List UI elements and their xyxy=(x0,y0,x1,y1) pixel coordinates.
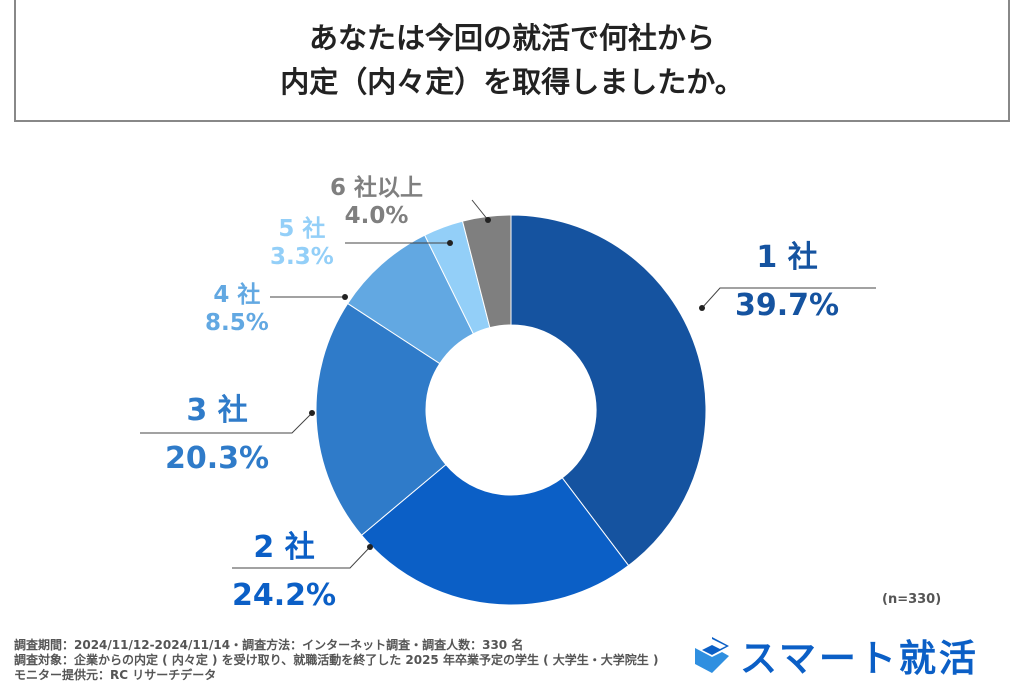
slice-1 xyxy=(360,463,630,606)
leader-dot-3 xyxy=(342,294,348,300)
title-line-1: あなたは今回の就活で何社から xyxy=(308,21,715,55)
slice-5 xyxy=(461,214,512,329)
sample-size: (n=330) xyxy=(882,592,942,607)
leader-dot-0 xyxy=(699,305,705,311)
label-2sha: 2 社 24.2% xyxy=(232,530,337,613)
label-3sha: 3 社 20.3% xyxy=(165,393,270,476)
leader-line-2 xyxy=(140,412,313,434)
logo-icon xyxy=(695,637,729,673)
leader-dot-5 xyxy=(485,217,491,223)
slice-2 xyxy=(315,302,447,536)
logo-text: スマート就活 xyxy=(740,637,979,680)
slice-0 xyxy=(510,214,707,567)
leader-dot-2 xyxy=(309,410,315,416)
leader-line-1 xyxy=(232,546,371,569)
brand-logo: スマート就活 xyxy=(692,628,979,682)
label-4sha: 4 社 8.5% xyxy=(205,282,269,336)
label-5sha: 5 社 3.3% xyxy=(270,216,334,270)
label-6sha-plus: 6 社以上 4.0% xyxy=(330,175,424,229)
title-line-2: 内定（内々定）を取得しましたか。 xyxy=(280,65,744,99)
leader-dot-1 xyxy=(367,544,373,550)
leader-dot-4 xyxy=(447,240,453,246)
leader-line-5 xyxy=(471,199,489,221)
leader-line-0 xyxy=(701,287,876,309)
footnote-target: 調査対象：企業からの内定 ( 内々定 ) を受け取り、就職活動を終了した 202… xyxy=(14,653,659,667)
footnote-provider: モニター提供元：RC リサーチデータ xyxy=(14,668,217,682)
survey-footnote: 調査期間：2024/11/12-2024/11/14・調査方法：インターネット調… xyxy=(14,638,658,683)
label-1sha: 1 社 39.7% xyxy=(735,240,840,323)
footnote-period: 調査期間：2024/11/12-2024/11/14・調査方法：インターネット調… xyxy=(14,638,524,652)
chart-title: あなたは今回の就活で何社から 内定（内々定）を取得しましたか。 xyxy=(14,0,1010,122)
